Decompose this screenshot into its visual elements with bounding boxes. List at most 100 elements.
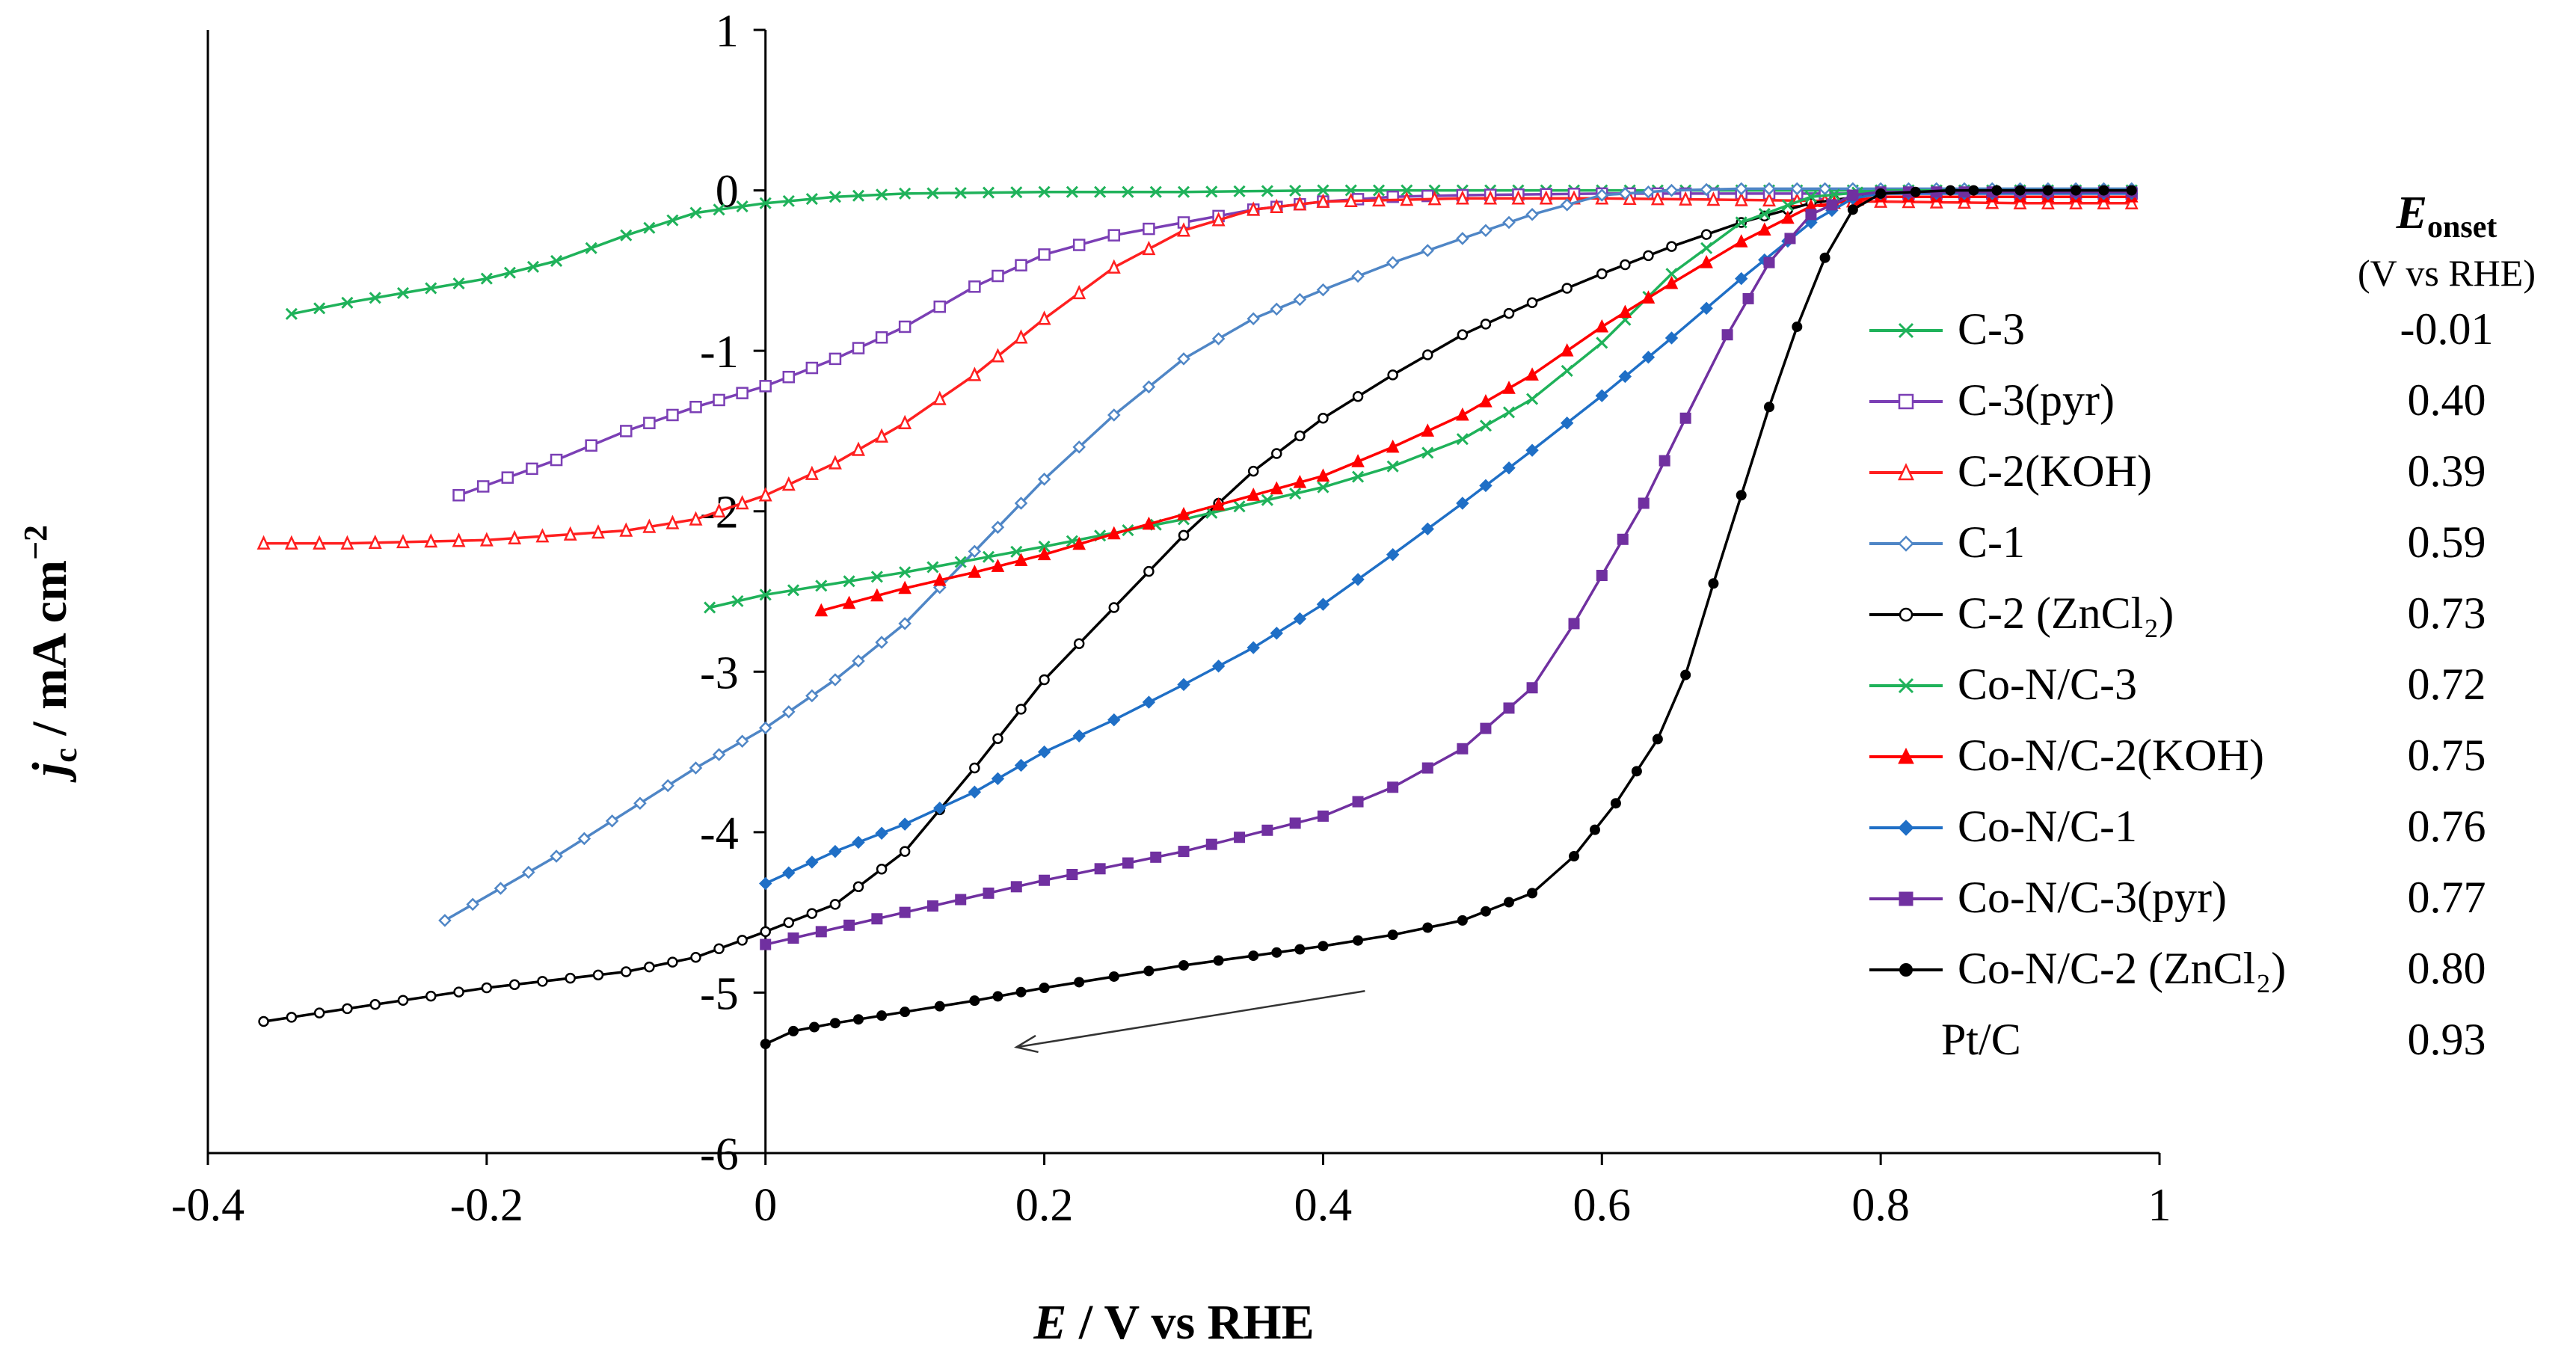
- data-point: [992, 733, 1003, 744]
- data-point: [737, 935, 748, 946]
- data-point: [1781, 199, 1794, 212]
- data-point: [1618, 187, 1632, 200]
- data-point: [731, 594, 744, 607]
- data-point: [481, 982, 493, 994]
- data-point: [1401, 184, 1413, 197]
- data-point: [1344, 192, 1358, 207]
- data-point: [1233, 500, 1246, 513]
- data-point: [926, 561, 939, 574]
- data-point: [633, 796, 647, 810]
- data-point: [1623, 190, 1637, 205]
- data-point: [713, 393, 725, 407]
- data-point: [1073, 638, 1085, 649]
- series-line: [764, 188, 2132, 1045]
- data-point: [736, 200, 748, 213]
- data-point: [1805, 209, 1817, 221]
- data-point: [1107, 259, 1121, 274]
- data-point: [644, 961, 655, 973]
- data-point: [585, 439, 597, 452]
- series-line: [764, 192, 2132, 885]
- data-point: [667, 956, 678, 968]
- data-point: [1177, 185, 1190, 198]
- data-point: [1014, 329, 1028, 344]
- data-point: [1072, 440, 1086, 454]
- data-point: [1015, 259, 1027, 271]
- data-point: [899, 566, 912, 579]
- data-point: [782, 705, 796, 719]
- onset-units: (V vs RHE): [2358, 252, 2536, 294]
- legend-label: Co-N/C-2(KOH): [1958, 731, 2264, 780]
- data-point: [1826, 199, 1838, 211]
- data-point: [713, 203, 725, 216]
- data-point: [1316, 468, 1330, 482]
- data-point: [1422, 349, 1433, 360]
- data-point: [666, 408, 679, 422]
- series-2: [256, 190, 2139, 550]
- data-point: [1074, 977, 1085, 988]
- data-point: [842, 595, 856, 609]
- data-point: [1781, 210, 1795, 224]
- data-point: [1247, 465, 1259, 477]
- series-line: [263, 190, 2132, 1023]
- data-point: [1317, 810, 1329, 822]
- data-point: [1317, 481, 1330, 494]
- legend-swatch-marker: [1899, 607, 1913, 622]
- data-point: [1480, 319, 1492, 330]
- data-point: [1107, 713, 1121, 727]
- data-point: [592, 969, 604, 981]
- data-point: [932, 390, 947, 405]
- data-point: [1560, 416, 1574, 430]
- onset-value: 0.72: [2408, 660, 2486, 709]
- data-point: [286, 1012, 298, 1023]
- data-point: [1620, 259, 1631, 271]
- data-point: [1526, 393, 1539, 405]
- data-point: [642, 518, 657, 533]
- data-point: [1680, 669, 1691, 680]
- data-point: [620, 229, 633, 242]
- onset-value: 0.59: [2408, 517, 2486, 567]
- data-point: [1734, 191, 1748, 206]
- data-point: [1643, 250, 1654, 262]
- data-point: [870, 588, 884, 602]
- data-point: [898, 580, 912, 594]
- data-point: [342, 1003, 353, 1015]
- data-point: [1037, 745, 1051, 759]
- data-point: [1387, 781, 1399, 793]
- data-point: [689, 206, 702, 219]
- data-point: [1037, 473, 1051, 486]
- series-line: [709, 188, 2132, 609]
- data-point: [1479, 393, 1493, 408]
- data-point: [1039, 874, 1051, 886]
- data-point: [1107, 408, 1121, 422]
- data-point: [1318, 413, 1329, 424]
- data-point: [852, 189, 865, 202]
- data-point: [805, 465, 819, 480]
- data-point: [341, 296, 354, 309]
- data-point: [843, 919, 855, 931]
- legend-swatch-marker: [1898, 463, 1914, 481]
- data-point: [1289, 817, 1301, 829]
- data-point: [781, 476, 796, 491]
- data-point: [871, 913, 883, 925]
- data-point: [760, 926, 771, 938]
- data-point: [1270, 302, 1284, 316]
- legend-item: C-3 -0.01: [1869, 304, 2493, 354]
- data-point: [1039, 674, 1050, 686]
- data-point: [577, 832, 591, 846]
- y-tick-label: -3: [700, 648, 739, 698]
- data-point: [1261, 185, 1273, 197]
- data-point: [991, 772, 1005, 786]
- data-point: [991, 348, 1005, 363]
- data-point: [1270, 481, 1284, 495]
- data-point: [452, 277, 465, 290]
- data-point: [425, 990, 437, 1002]
- data-point: [369, 292, 381, 304]
- data-point: [1038, 248, 1051, 261]
- data-point: [829, 1018, 840, 1029]
- data-point: [1804, 191, 1817, 203]
- data-point: [712, 748, 726, 761]
- data-point: [1679, 191, 1693, 206]
- data-point: [1351, 269, 1365, 283]
- data-point: [2124, 194, 2139, 209]
